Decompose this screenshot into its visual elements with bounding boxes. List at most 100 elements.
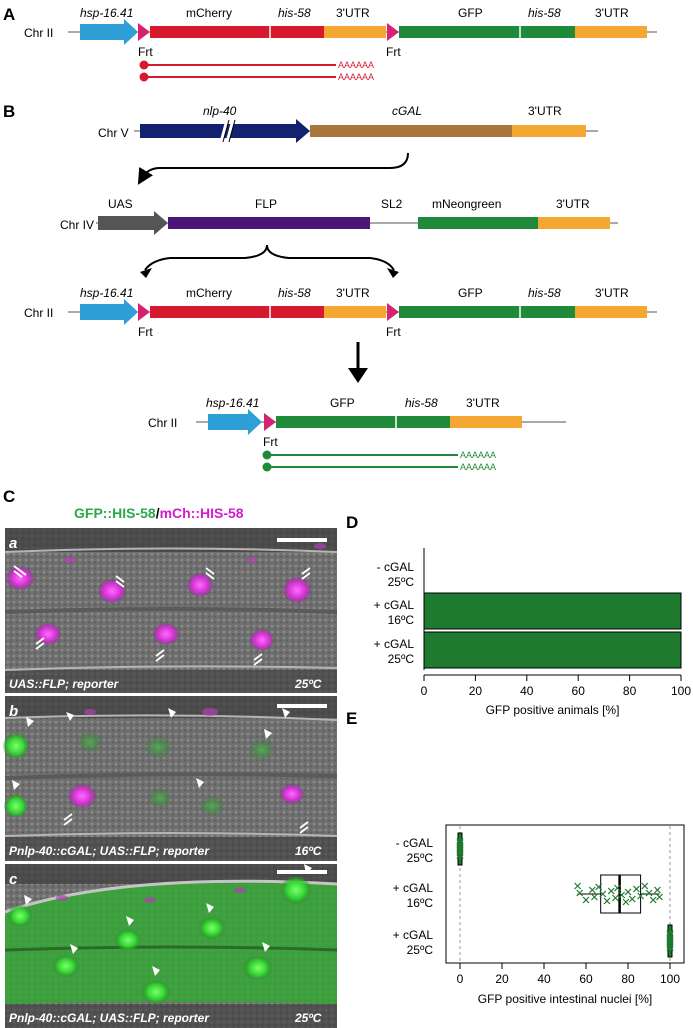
chart-d-tick-label: 20: [469, 684, 483, 698]
panel-b-utr2-label: 3'UTR: [595, 286, 629, 300]
panel-b-mcherry-label: mCherry: [186, 286, 232, 300]
panel-a-frt1-label: Frt: [138, 45, 153, 59]
panel-b-frt1-label: Frt: [138, 325, 153, 339]
chart-e-point: [607, 887, 615, 895]
panel-b-arrow-cgal-to-uas: [137, 152, 409, 185]
panel-b-chrV: Chr V: [98, 126, 129, 140]
panel-b-gfp-label: GFP: [458, 286, 483, 300]
chart-e-point: [590, 893, 598, 901]
panel-a-chr: Chr II: [24, 26, 53, 40]
panel-b-flp-label: FLP: [255, 197, 277, 211]
panel-d-letter: D: [346, 513, 358, 532]
chart-e-category-temp: 25ºC: [407, 851, 434, 865]
panel-b-utrV-block: [512, 125, 586, 137]
panel-c-title: GFP::HIS-58/mCh::HIS-58: [74, 505, 244, 521]
panel-b-utrIV-block: [538, 217, 610, 229]
panel-a-gfp-block: [399, 26, 575, 38]
chart-d-category-temp: 25ºC: [388, 575, 415, 589]
panel-a-utr2-label: 3'UTR: [595, 6, 629, 20]
panel-b-frt2-label: Frt: [386, 325, 401, 339]
panel-a: A Chr II hsp-16.41 mCherry his-58 3'UTR …: [3, 5, 657, 82]
panel-b-his2-label: his-58: [528, 286, 561, 300]
chart-e-point: [666, 938, 674, 946]
chart-e-point: [666, 943, 674, 951]
panel-c: C GFP::HIS-58/mCh::HIS-58: [3, 487, 338, 1028]
panel-a-hsp-label: hsp-16.41: [80, 6, 133, 20]
panel-b-gfpOut-label: GFP: [330, 396, 355, 410]
panel-a-frt2-label: Frt: [386, 45, 401, 59]
chart-e-point: [582, 896, 590, 904]
scale-bar-a: [277, 538, 327, 542]
chart-e-point: [622, 898, 630, 906]
chart-e-point: [645, 889, 653, 897]
chart-e-point: [456, 849, 464, 857]
panel-a-frt2: [387, 23, 399, 41]
chart-e-category-label: + cGAL: [393, 881, 434, 895]
chart-d-tick-label: 80: [623, 684, 637, 698]
chart-e-point: [456, 846, 464, 854]
panel-a-gfp-label: GFP: [458, 6, 483, 20]
panel-a-mcherry-label: mCherry: [186, 6, 232, 20]
chart-e-point: [595, 883, 603, 891]
chart-e-point: [576, 889, 584, 897]
panel-b-cgal-label: cGAL: [392, 104, 422, 118]
chart-e-point: [611, 894, 619, 902]
chart-e-point: [614, 884, 621, 892]
panel-b-polya2: AAAAAA: [460, 462, 496, 472]
panel-b-frtOut-label: Frt: [263, 435, 278, 449]
chart-e-category-temp: 16ºC: [407, 896, 434, 910]
chart-d-category-temp: 25ºC: [388, 652, 415, 666]
panel-b: B Chr V nlp-40 cGAL 3'UTR Chr IV UAS FLP…: [3, 102, 657, 472]
panel-b-hspOut-label: hsp-16.41: [206, 396, 259, 410]
chart-d-tick-label: 0: [421, 684, 428, 698]
micrograph-c-temp: 25ºC: [294, 1011, 322, 1025]
panel-b-nlp40-label: nlp-40: [203, 104, 237, 118]
micrograph-c-letter: c: [9, 871, 18, 888]
chart-e-point: [624, 888, 632, 896]
chart-e-xlabel: GFP positive intestinal nuclei [%]: [478, 992, 653, 1006]
chart-e-category-temp: 25ºC: [407, 943, 434, 957]
chart-d-tick-label: 40: [520, 684, 534, 698]
micrograph-b-letter: b: [9, 703, 18, 720]
panel-b-chrIV: Chr IV: [60, 218, 94, 232]
panel-b-utr1-label: 3'UTR: [336, 286, 370, 300]
chart-e-tick-label: 60: [579, 972, 593, 986]
panel-b-uas-promoter: [98, 211, 168, 235]
panel-a-polya2: AAAAAA: [338, 72, 374, 82]
panel-a-polya1: AAAAAA: [338, 60, 374, 70]
chart-e-category-label: + cGAL: [393, 928, 434, 942]
chart-e-point: [618, 891, 626, 899]
micrograph-b-caption: Pnlp-40::cGAL; UAS::FLP; reporter: [9, 844, 210, 858]
chart-e-point: [456, 839, 464, 847]
panel-b-polya1: AAAAAA: [460, 450, 496, 460]
panel-a-mcherry-block: [150, 26, 324, 38]
panel-e-letter: E: [346, 709, 357, 728]
panel-b-arrow-flp-brace: [144, 244, 395, 271]
panel-b-sl2-label: SL2: [381, 197, 403, 211]
panel-b-utrOut-label: 3'UTR: [466, 396, 500, 410]
chart-d-category-label: + cGAL: [374, 598, 415, 612]
chart-e-point: [637, 892, 645, 900]
panel-a-frt1: [138, 23, 150, 41]
micrograph-a-letter: a: [9, 535, 17, 552]
chart-d-xlabel: GFP positive animals [%]: [486, 703, 620, 717]
panel-b-mneon-label: mNeongreen: [432, 197, 501, 211]
micrograph-b-temp: 16ºC: [295, 844, 322, 858]
chart-e-point: [456, 852, 464, 860]
panel-a-utr1-label: 3'UTR: [336, 6, 370, 20]
chart-e-point: [599, 890, 607, 898]
chart-e-point: [603, 897, 611, 905]
chart-e-tick-label: 0: [457, 972, 464, 986]
chart-e-tick-label: 100: [660, 972, 680, 986]
panel-a-letter: A: [3, 5, 15, 24]
panel-b-uas-label: UAS: [108, 197, 133, 211]
chart-e-frame: [445, 824, 685, 964]
chart-e-point: [649, 896, 657, 904]
panel-a-his2-label: his-58: [528, 6, 561, 20]
panel-b-cgal-block: [310, 125, 512, 137]
panel-a-utr1-block: [324, 26, 386, 38]
panel-a-his1-label: his-58: [278, 6, 311, 20]
